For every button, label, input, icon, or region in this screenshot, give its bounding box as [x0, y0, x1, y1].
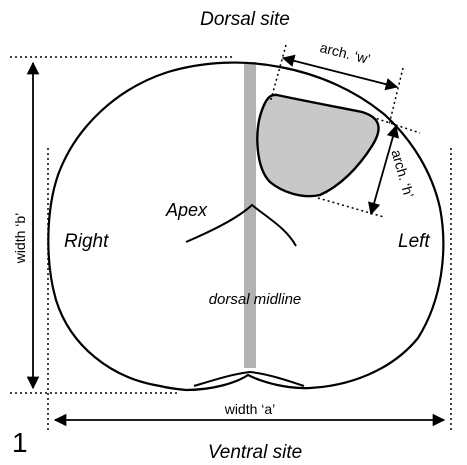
right-label: Right — [64, 231, 109, 252]
arch-h-guide-bottom — [317, 197, 385, 218]
arch-h-arrow — [368, 124, 399, 216]
figure-number: 1 — [12, 427, 28, 458]
ventral-notch — [193, 370, 305, 387]
dorsal-midline-label: dorsal midline — [209, 291, 302, 308]
cord-outline — [47, 61, 445, 392]
width-b-label: width ‘b’ — [12, 213, 28, 265]
width-a-label: width ‘a’ — [224, 401, 276, 417]
ventral-site-label: Ventral site — [208, 442, 302, 463]
arch-w-arrow — [281, 54, 399, 91]
left-label: Left — [398, 231, 430, 252]
dorsal-site-label: Dorsal site — [200, 9, 290, 30]
arch-w-guide-left — [269, 44, 287, 104]
arch-w-label: arch. ‘w’ — [318, 39, 372, 67]
arch-w-guide-right — [388, 67, 404, 126]
apex-label: Apex — [165, 200, 208, 220]
apex-curve — [185, 203, 297, 247]
lesion-region — [256, 93, 380, 198]
arch-h-label: arch. ‘h’ — [388, 148, 417, 200]
dorsal-midline-band — [244, 62, 256, 368]
